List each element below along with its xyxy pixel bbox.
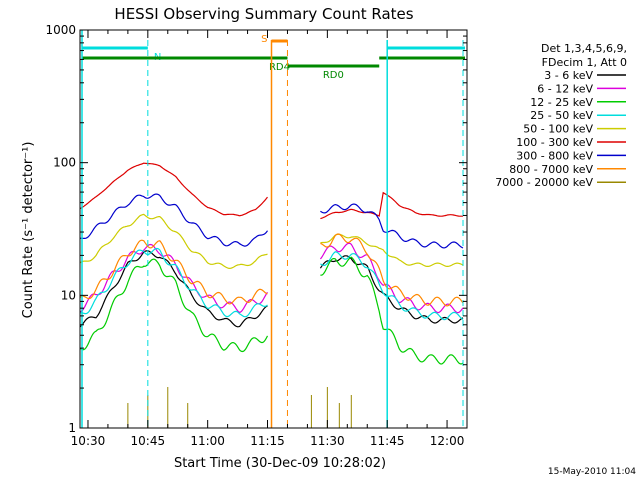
- annotation-bars: NSRD4RD0: [82, 34, 465, 81]
- series-lines: [79, 162, 464, 428]
- y-tick-label: 10: [61, 288, 76, 302]
- x-tick-label: 10:30: [71, 434, 106, 448]
- vertical-markers: [81, 30, 464, 428]
- x-tick-label: 10:45: [131, 434, 166, 448]
- x-tick-label: 11:00: [190, 434, 225, 448]
- annotation-label: RD0: [323, 70, 344, 81]
- legend-entry-label: 800 - 7000 keV: [509, 163, 593, 176]
- series-line: [79, 193, 464, 249]
- y-axis: 1 10 100 1000: [45, 23, 467, 435]
- legend-header-line-1: Det 1,3,4,5,6,9,: [541, 42, 627, 55]
- y-axis-label: Count Rate (s⁻¹ detector⁻¹): [21, 142, 36, 319]
- plot-frame: [79, 29, 468, 429]
- legend-entry-label: 50 - 100 keV: [523, 123, 593, 136]
- series-line: [79, 250, 464, 328]
- x-tick-label: 11:30: [310, 434, 345, 448]
- legend-entry-label: 3 - 6 keV: [544, 69, 593, 82]
- legend-entry-label: 25 - 50 keV: [530, 109, 593, 122]
- x-axis: 10:30 10:45 11:00 11:15 11:30 11:45 12:00: [71, 30, 468, 448]
- legend: Det 1,3,4,5,6,9, FDecim 1, Att 0 3 - 6 k…: [495, 42, 627, 189]
- series-line: [79, 213, 464, 270]
- annotation-label: S: [261, 34, 267, 45]
- legend-entry-label: 7000 - 20000 keV: [495, 176, 593, 189]
- legend-entry-label: 12 - 25 keV: [530, 96, 593, 109]
- date-stamp: 15-May-2010 11:04: [548, 467, 636, 477]
- x-tick-label: 11:45: [370, 434, 405, 448]
- series-line: [79, 256, 464, 365]
- series-line: [79, 162, 464, 220]
- x-tick-label: 12:00: [430, 434, 465, 448]
- chart-title: HESSI Observing Summary Count Rates: [114, 5, 413, 23]
- annotation-label: RD4: [269, 62, 290, 73]
- y-tick-label: 1: [68, 421, 76, 435]
- legend-entry-label: 300 - 800 keV: [516, 149, 593, 162]
- x-tick-label: 11:15: [250, 434, 285, 448]
- series-line: [79, 247, 464, 321]
- legend-entry-label: 6 - 12 keV: [537, 82, 593, 95]
- y-tick-label: 100: [53, 156, 76, 170]
- series-line: [79, 233, 464, 307]
- legend-entry-label: 100 - 300 keV: [516, 136, 593, 149]
- legend-header-line-2: FDecim 1, Att 0: [542, 56, 627, 69]
- y-tick-label: 1000: [45, 23, 76, 37]
- x-axis-label: Start Time (30-Dec-09 10:28:02): [174, 456, 386, 471]
